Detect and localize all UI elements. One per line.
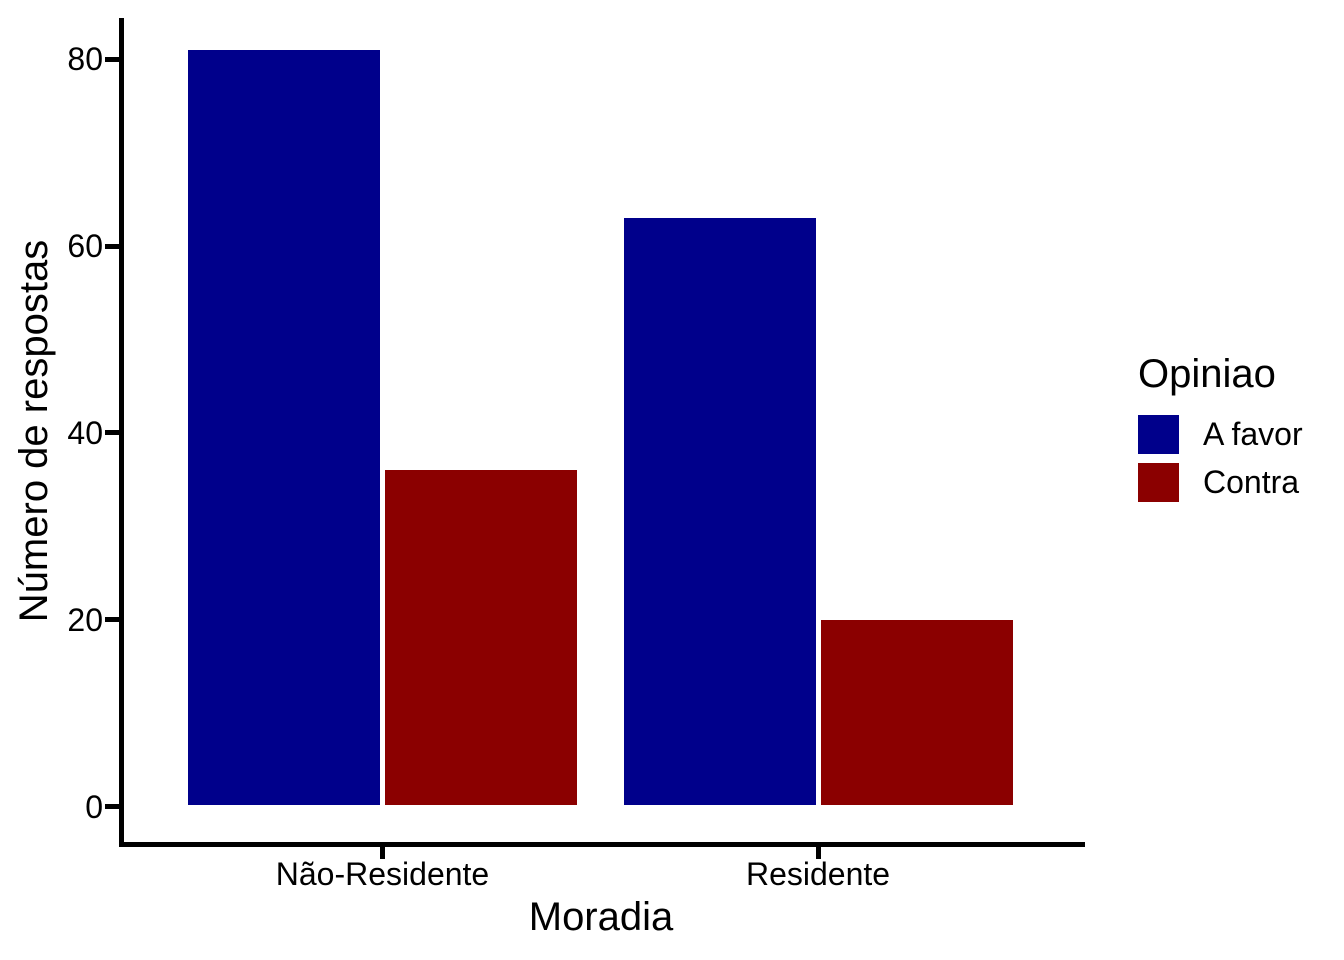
x-axis-title: Moradia [528,895,674,939]
x-tick-label: Não-Residente [275,856,490,892]
x-axis-line [119,842,1085,847]
y-tick-label: 40 [67,414,103,451]
legend-item-Contra: Contra [1138,462,1303,502]
legend-items: A favor Contra [1138,414,1303,502]
legend-label: A favor [1203,416,1303,452]
y-tick-label: 0 [85,788,103,825]
bar-Não-Residente-Contra [385,470,577,805]
legend-label: Contra [1203,464,1300,500]
y-axis-line [119,18,124,847]
legend-key-swatch [1138,414,1179,454]
bar-Residente-Contra [820,619,1013,805]
y-tick-mark [105,804,119,809]
legend-title: Opiniao [1138,352,1276,396]
legend-key-swatch [1138,462,1179,502]
x-tick-mark [815,845,821,859]
legend: Opiniao A favor Contra [1138,352,1303,510]
y-tick-mark [105,243,119,249]
x-tick-mark [380,845,385,859]
y-tick-label: 80 [67,41,103,78]
legend-item-A favor: A favor [1138,414,1303,454]
bar-Não-Residente-A favor [188,49,380,805]
y-tick-label: 60 [67,228,103,265]
y-tick-mark [105,56,119,62]
y-tick-label: 20 [67,601,103,638]
y-tick-mark [105,617,119,623]
x-tick-label: Residente [745,856,891,892]
bar-Residente-A favor [623,218,816,805]
y-tick-mark [105,430,119,436]
